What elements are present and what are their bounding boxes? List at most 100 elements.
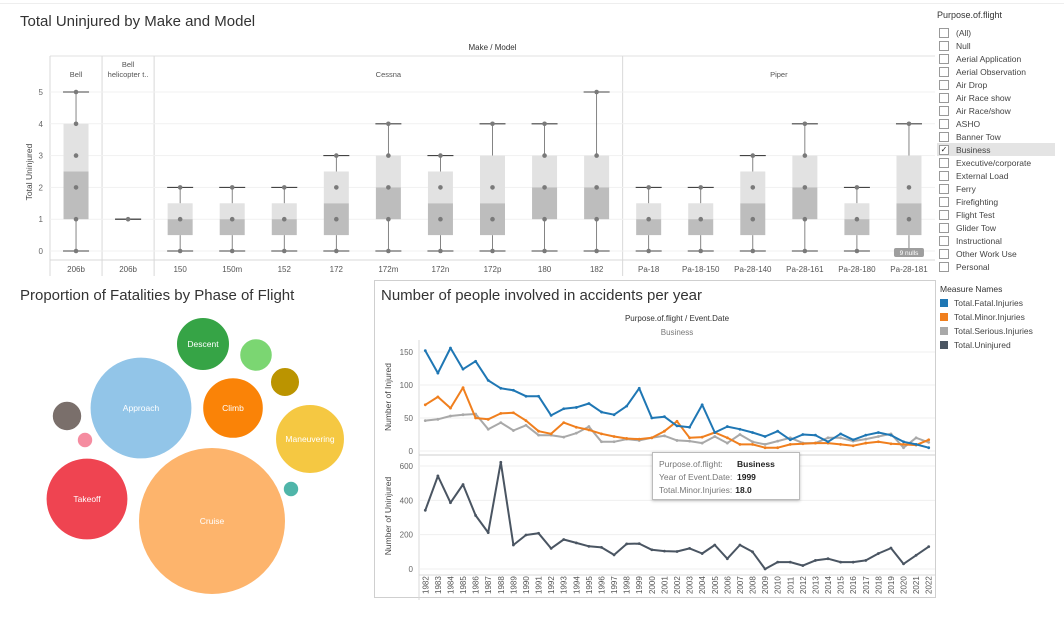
- data-point: [438, 185, 443, 190]
- checkbox[interactable]: [939, 66, 949, 77]
- series-point: [876, 552, 880, 555]
- data-point: [490, 248, 495, 254]
- boxplot-title: Total Uninjured by Make and Model: [20, 13, 256, 30]
- data-point: [594, 153, 599, 158]
- box-upper: [896, 155, 922, 204]
- checkbox[interactable]: [939, 131, 949, 142]
- checkbox[interactable]: [939, 40, 949, 51]
- filter-option[interactable]: Air Drop: [937, 78, 1055, 91]
- x-tick-label: 1996: [597, 576, 606, 594]
- legend-item[interactable]: Total.Fatal.Injuries: [940, 296, 1062, 310]
- series-point: [839, 436, 843, 440]
- box-lower: [844, 219, 870, 236]
- filter-option[interactable]: (All): [937, 26, 1055, 39]
- checkbox[interactable]: [939, 222, 949, 233]
- checkbox[interactable]: [939, 92, 949, 103]
- filter-option[interactable]: ASHO: [937, 117, 1055, 130]
- series-point: [650, 436, 654, 440]
- checkbox[interactable]: [939, 27, 949, 38]
- series-point: [562, 407, 566, 411]
- filter-option[interactable]: Aerial Application: [937, 52, 1055, 65]
- series-point: [839, 432, 843, 436]
- checkbox[interactable]: ✓: [939, 144, 949, 155]
- checkbox[interactable]: [939, 170, 949, 181]
- checkbox[interactable]: [939, 196, 949, 207]
- checkbox[interactable]: [939, 261, 949, 272]
- legend-item[interactable]: Total.Uninjured: [940, 338, 1062, 352]
- filter-option[interactable]: Air Race/show: [937, 104, 1055, 117]
- series-point: [700, 552, 704, 555]
- filter-option[interactable]: Glider Tow: [937, 221, 1055, 234]
- data-point: [334, 185, 339, 190]
- x-tick-label: 1982: [421, 576, 430, 594]
- series-point: [889, 442, 893, 446]
- series-point: [486, 427, 490, 431]
- x-tick-label: 172m: [378, 265, 398, 274]
- data-point: [750, 185, 756, 190]
- filter-option[interactable]: Null: [937, 39, 1055, 52]
- bubble: [275, 404, 345, 474]
- filter-option[interactable]: Flight Test: [937, 208, 1055, 221]
- filter-option[interactable]: ✓ Business: [937, 143, 1055, 156]
- series-point: [524, 394, 528, 398]
- checkbox[interactable]: [939, 183, 949, 194]
- x-tick-label: 2021: [912, 576, 921, 594]
- series-point: [524, 423, 528, 427]
- filter-option[interactable]: Air Race show: [937, 91, 1055, 104]
- filter-option[interactable]: External Load: [937, 169, 1055, 182]
- series-point: [486, 417, 490, 421]
- filter-option[interactable]: Banner Tow: [937, 130, 1055, 143]
- series-point: [486, 378, 490, 382]
- make-label-line: Bell: [122, 60, 135, 69]
- legend-label: Total.Fatal.Injuries: [954, 298, 1023, 308]
- filter-option[interactable]: Ferry: [937, 182, 1055, 195]
- box-upper: [219, 203, 245, 220]
- data-point: [802, 248, 808, 254]
- filter-option[interactable]: Personal: [937, 260, 1055, 273]
- series-point: [524, 419, 528, 423]
- checkbox[interactable]: [939, 209, 949, 220]
- box-upper: [63, 123, 89, 172]
- bubble-chart: Cruise Approach Takeoff Maneuvering Climb Des…: [45, 316, 345, 595]
- legend-item[interactable]: Total.Minor.Injuries: [940, 310, 1062, 324]
- x-tick-label: 2003: [686, 576, 695, 594]
- filter-option[interactable]: Firefighting: [937, 195, 1055, 208]
- data-point: [73, 89, 79, 95]
- data-point: [906, 216, 912, 222]
- x-tick-label: Pa-18: [638, 265, 660, 274]
- line-subheader: Business: [661, 328, 693, 337]
- bubble: [282, 480, 300, 498]
- series-point: [675, 550, 679, 553]
- legend-item[interactable]: Total.Serious.Injuries: [940, 324, 1062, 338]
- series-point: [600, 410, 603, 414]
- data-point: [490, 185, 495, 190]
- x-tick-label: 1993: [560, 576, 569, 594]
- filter-option[interactable]: Executive/corporate: [937, 156, 1055, 169]
- checkbox[interactable]: [939, 157, 949, 168]
- x-tick-label: 2000: [648, 576, 657, 594]
- filter-option[interactable]: Other Work Use: [937, 247, 1055, 260]
- series-point: [436, 371, 440, 375]
- checkbox[interactable]: [939, 105, 949, 116]
- filter-option[interactable]: Instructional: [937, 234, 1055, 247]
- filter-option[interactable]: Aerial Observation: [937, 65, 1055, 78]
- checkbox[interactable]: [939, 53, 949, 64]
- data-point: [542, 121, 547, 127]
- y-tick-label: 600: [400, 462, 414, 471]
- make-label-line: helicopter t..: [108, 70, 149, 79]
- checkbox[interactable]: [939, 79, 949, 90]
- box-upper: [271, 203, 297, 220]
- series-point: [788, 443, 792, 446]
- checkbox[interactable]: [939, 118, 949, 129]
- x-tick-label: Pa-28-161: [786, 265, 824, 274]
- x-tick-label: 2008: [749, 576, 758, 594]
- bubble: [89, 356, 193, 460]
- checkbox[interactable]: [939, 235, 949, 246]
- series-point: [927, 446, 931, 450]
- legend-swatch: [940, 299, 948, 307]
- x-tick-label: 2011: [786, 576, 795, 594]
- checkbox[interactable]: [939, 248, 949, 259]
- y-tick-label: 3: [39, 152, 44, 161]
- data-point: [229, 248, 235, 254]
- series-point: [851, 444, 855, 448]
